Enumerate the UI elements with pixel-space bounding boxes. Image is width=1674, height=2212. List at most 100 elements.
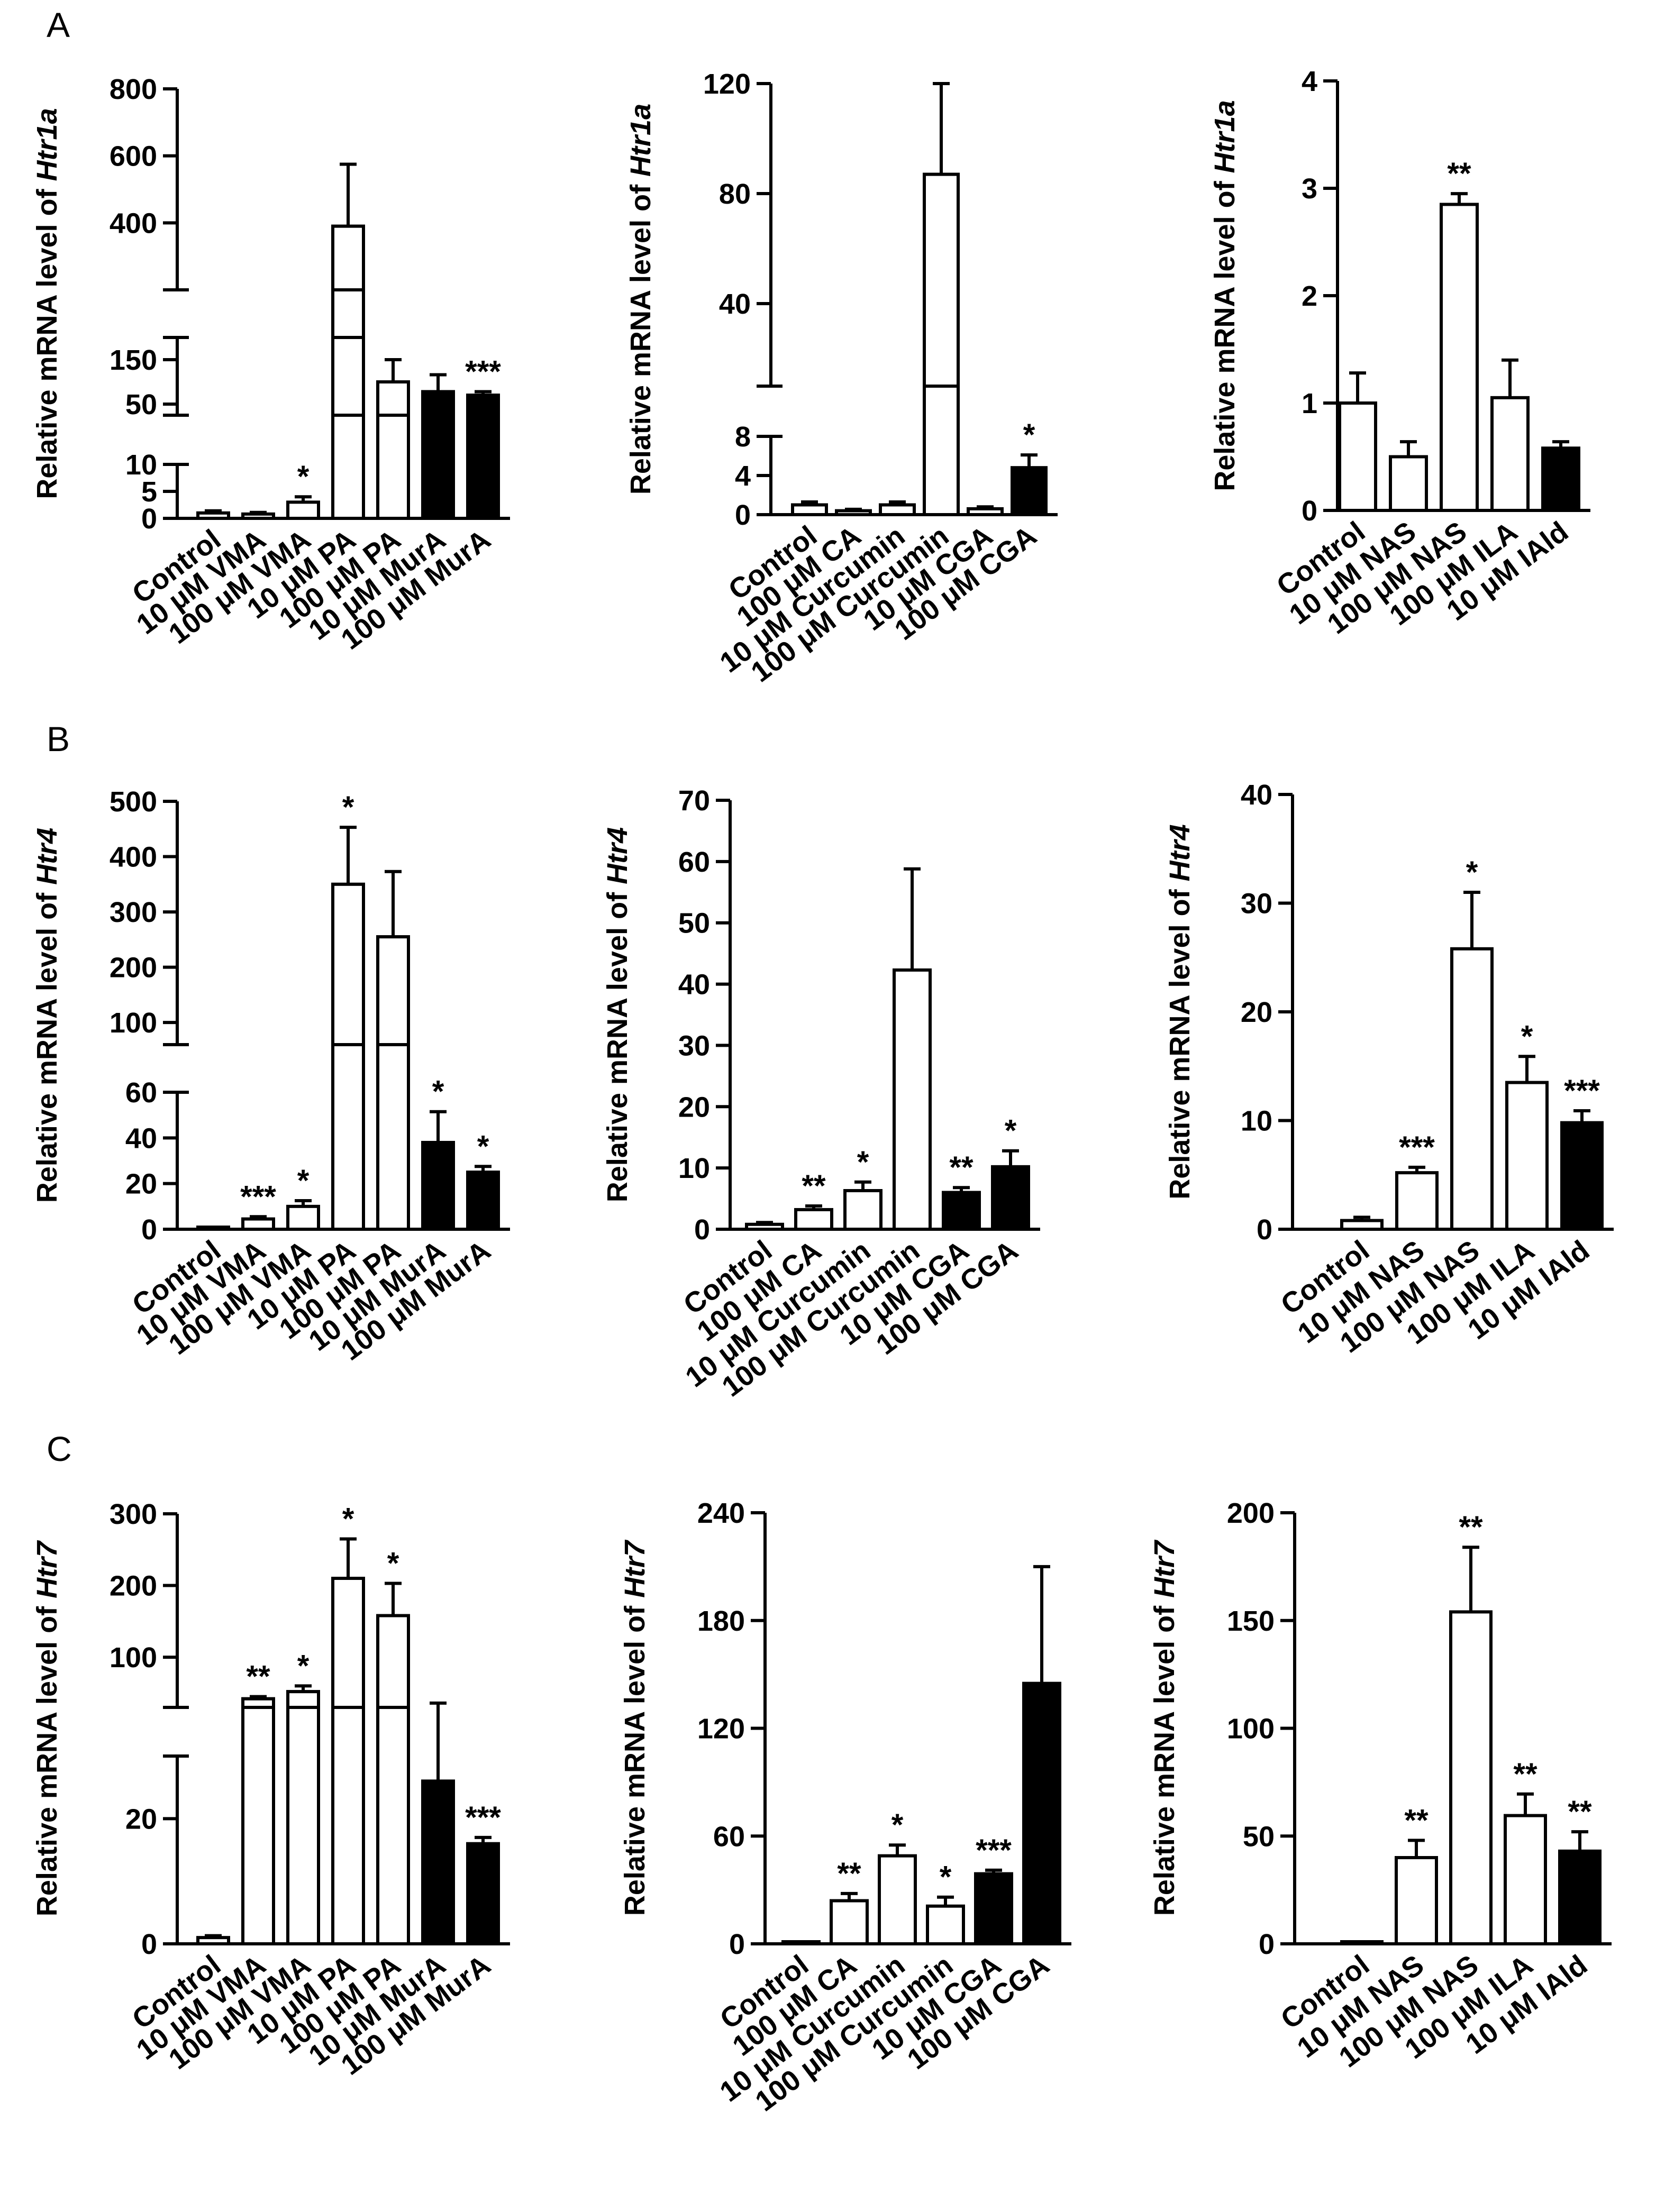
bar-a3-1 [1389, 455, 1428, 512]
y-tick-label: 400 [110, 207, 157, 239]
y-tick-label: 40 [678, 969, 710, 1001]
bar-c3-2 [1449, 1610, 1493, 1945]
y-tick-label: 70 [678, 785, 710, 817]
panel-letter-c: C [47, 1429, 72, 1468]
y-tick-label: 50 [125, 389, 157, 421]
bar-c2-2 [878, 1854, 917, 1946]
significance-star: * [342, 790, 354, 825]
y-tick-label: 400 [110, 842, 157, 873]
y-tick-label: 40 [1241, 779, 1272, 811]
significance-star: *** [1564, 1074, 1600, 1108]
y-tick-label: 20 [1241, 997, 1272, 1028]
y-tick-label: 30 [678, 1030, 710, 1062]
y-tick-label: 0 [141, 1214, 157, 1246]
y-tick-label: 4 [735, 460, 751, 492]
significance-star: ** [1568, 1795, 1592, 1829]
y-tick-label: 60 [713, 1821, 745, 1852]
y-tick-label: 40 [125, 1122, 157, 1154]
bar-c1-1 [241, 1697, 275, 1710]
y-tick-label: 150 [110, 344, 157, 376]
significance-star: ** [1513, 1757, 1537, 1791]
significance-star: * [297, 460, 310, 494]
bar-a1-5 [421, 390, 455, 417]
significance-star: *** [976, 1833, 1012, 1868]
bar-b1-5 [421, 1140, 455, 1231]
y-tick-label: 200 [110, 952, 157, 984]
y-tick-label: 200 [1227, 1497, 1275, 1529]
bar-c2-4 [974, 1872, 1013, 1945]
bar-a2-1 [835, 509, 872, 516]
bar-b3-3 [1505, 1081, 1549, 1231]
significance-star: * [857, 1145, 869, 1180]
significance-star: * [1005, 1114, 1017, 1148]
y-tick-label: 500 [110, 786, 157, 818]
y-tick-label: 200 [110, 1570, 157, 1602]
y-tick-label: 150 [1227, 1605, 1275, 1637]
bar-c1-5 [421, 1779, 455, 1945]
y-axis-title: Relative mRNA level of Htr7 [31, 1540, 63, 1916]
y-tick-label: 300 [110, 1498, 157, 1530]
y-tick-label: 100 [1227, 1713, 1275, 1745]
bar-b3-0 [1340, 1219, 1384, 1231]
bar-c1-1 [241, 1697, 275, 1946]
y-tick-label: 600 [110, 141, 157, 172]
significance-star: * [297, 1164, 310, 1198]
bar-b2-4 [942, 1191, 981, 1231]
y-tick-label: 10 [1241, 1105, 1272, 1137]
bar-a2-2 [879, 503, 916, 516]
bar-c1-6 [466, 1842, 500, 1946]
bar-c1-0 [196, 1936, 230, 1946]
bar-b2-2 [843, 1189, 883, 1231]
y-tick-label: 800 [110, 74, 157, 105]
y-axis-title: Relative mRNA level of Htr4 [31, 828, 63, 1203]
significance-star: *** [465, 1800, 501, 1835]
bar-a2-0 [791, 503, 828, 516]
bar-c3-3 [1504, 1814, 1547, 1946]
bar-a1-3 [331, 224, 365, 291]
y-tick-label: 30 [1241, 888, 1272, 920]
y-axis-title: Relative mRNA level of Htr7 [619, 1539, 651, 1916]
y-tick-label: 20 [125, 1168, 157, 1200]
bar-a2-4 [967, 507, 1004, 517]
bar-b2-1 [794, 1208, 833, 1231]
bar-c2-5 [1022, 1681, 1061, 1946]
y-tick-label: 50 [1243, 1821, 1275, 1852]
bar-a1-2 [286, 500, 320, 520]
y-tick-label: 2 [1302, 280, 1317, 312]
significance-star: *** [465, 354, 501, 389]
y-tick-label: 40 [719, 288, 751, 320]
bar-c1-2 [286, 1690, 320, 1945]
bar-c2-3 [926, 1904, 965, 1945]
significance-star: *** [240, 1180, 276, 1214]
y-axis-title: Relative mRNA level of Htr1a [1209, 100, 1241, 491]
significance-star: * [432, 1075, 444, 1109]
significance-star: ** [246, 1660, 270, 1694]
significance-star: * [891, 1808, 904, 1842]
bar-c3-4 [1558, 1849, 1602, 1945]
y-tick-label: 20 [678, 1091, 710, 1123]
y-axis-title: Relative mRNA level of Htr1a [31, 108, 63, 499]
y-tick-label: 20 [125, 1803, 157, 1835]
y-axis-title: Relative mRNA level of Htr1a [625, 104, 657, 495]
y-tick-label: 60 [125, 1077, 157, 1109]
y-tick-label: 60 [678, 846, 710, 878]
y-tick-label: 50 [678, 908, 710, 939]
bar-b2-3 [893, 968, 932, 1231]
y-tick-label: 120 [697, 1713, 745, 1745]
significance-star: * [940, 1860, 952, 1895]
significance-star: * [477, 1129, 489, 1164]
bar-c1-2 [286, 1690, 320, 1709]
bar-a1-4 [376, 380, 410, 417]
bar-a2-3 [923, 172, 960, 388]
y-tick-label: 0 [1259, 1928, 1275, 1960]
y-tick-label: 0 [735, 499, 751, 531]
y-tick-label: 100 [110, 1642, 157, 1674]
y-tick-label: 0 [1302, 495, 1317, 527]
bar-c2-1 [830, 1899, 869, 1945]
bar-a1-3 [331, 336, 365, 417]
bar-b3-4 [1560, 1121, 1604, 1231]
panel-letter-a: A [47, 5, 70, 44]
bar-c1-3 [331, 1577, 365, 1709]
y-tick-label: 180 [697, 1605, 745, 1637]
